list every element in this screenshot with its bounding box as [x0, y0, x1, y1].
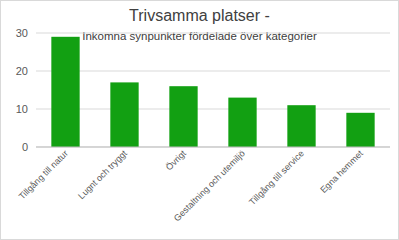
- page: {"chart_data": {"type": "bar", "title": …: [0, 0, 399, 240]
- subtitle: Inkomna synpunkter fördelade över katego…: [82, 30, 317, 42]
- y-tick-label: 10: [16, 103, 28, 115]
- y-tick-label: 0: [22, 141, 28, 153]
- bars: [51, 37, 374, 147]
- grid-line: [36, 71, 390, 72]
- x-tick-label: Egna hemmet: [318, 148, 365, 195]
- bar: [51, 37, 79, 147]
- title: Trivsamma platser -: [129, 7, 270, 24]
- y-tick-label: 20: [16, 65, 28, 77]
- chart-frame: [1, 1, 399, 240]
- x-tick-label: Tillgång till natur: [17, 148, 70, 201]
- x-axis: [36, 147, 390, 148]
- grid-line: [36, 109, 390, 110]
- bar: [169, 86, 197, 147]
- bar: [228, 98, 256, 147]
- bar: [346, 113, 374, 147]
- chart: Trivsamma platser - Inkomna synpunkter fö…: [0, 0, 399, 240]
- x-tick-label: Lugnt och tryggt: [76, 148, 129, 201]
- x-tick-label: Övrigt: [164, 148, 188, 172]
- x-tick-label: Gestaltning och utemiljö: [172, 148, 247, 223]
- chart-container: Trivsamma platser - Inkomna synpunkter fö…: [0, 0, 399, 240]
- grid-line: [36, 33, 390, 34]
- x-tick-label: Tillgång till service: [247, 148, 306, 207]
- bar: [287, 105, 315, 147]
- bar: [110, 82, 138, 147]
- y-tick-label: 30: [16, 27, 28, 39]
- grid-line: [36, 147, 390, 148]
